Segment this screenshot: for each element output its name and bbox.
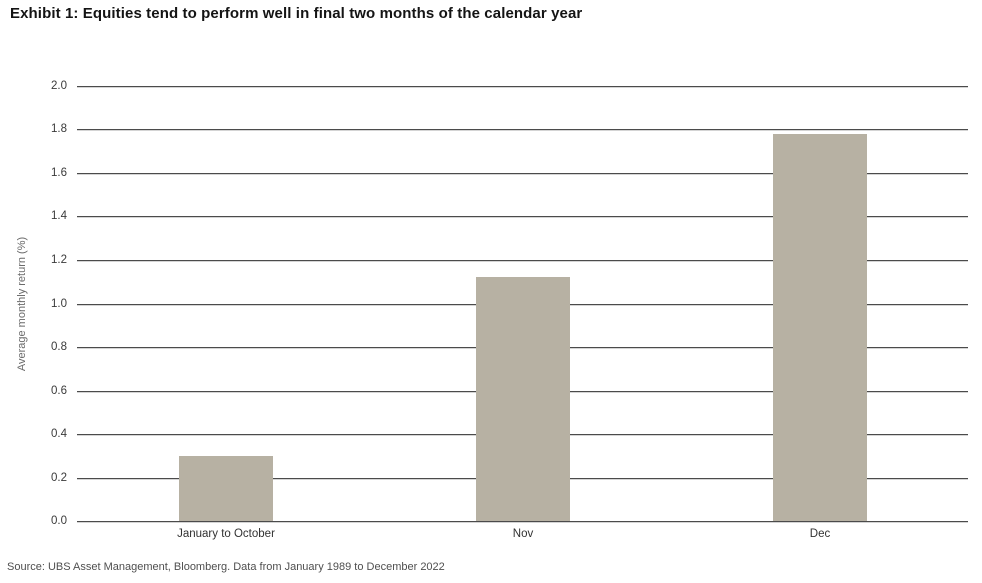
chart-title: Exhibit 1: Equities tend to perform well… xyxy=(10,5,583,22)
gridline xyxy=(77,129,968,130)
bar-dec xyxy=(773,134,867,521)
y-tick-label: 2.0 xyxy=(51,80,67,92)
y-tick-label: 1.4 xyxy=(51,210,67,222)
x-tick-label: January to October xyxy=(177,528,275,540)
y-tick-label: 1.2 xyxy=(51,254,67,266)
bar-nov xyxy=(476,277,570,521)
plot-area: 0.0 0.2 0.4 0.6 0.8 1.0 1.2 1.4 1.6 1.8 2.0 January… xyxy=(51,80,968,540)
y-tick-label: 0.6 xyxy=(51,385,67,397)
y-tick-label: 1.6 xyxy=(51,167,67,179)
y-tick-label: 0.8 xyxy=(51,341,67,353)
y-tick-label: 1.8 xyxy=(51,123,67,135)
gridline xyxy=(77,216,968,217)
x-tick-label: Dec xyxy=(809,528,831,540)
gridline xyxy=(77,173,968,174)
y-tick-label: 0.2 xyxy=(51,472,67,484)
y-tick-label: 0.0 xyxy=(51,515,67,527)
gridline xyxy=(77,260,968,261)
bar-january-to-october xyxy=(179,456,273,521)
y-tick-label: 1.0 xyxy=(51,298,67,310)
source-note: Source: UBS Asset Management, Bloomberg.… xyxy=(7,561,445,573)
gridline xyxy=(77,521,968,522)
y-tick-label: 0.4 xyxy=(51,428,67,440)
x-tick-label: Nov xyxy=(512,528,534,540)
gridline xyxy=(77,86,968,87)
